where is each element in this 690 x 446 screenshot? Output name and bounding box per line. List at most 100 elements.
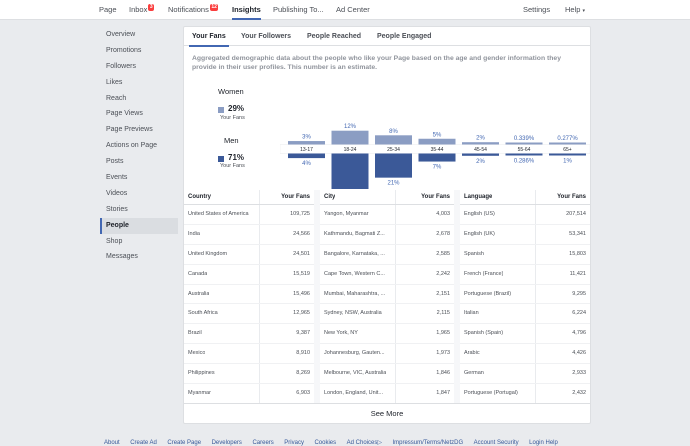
notifications-badge: 12 <box>209 4 219 11</box>
age-tick-label: 25-34 <box>387 147 400 153</box>
women-bar[interactable] <box>549 142 586 145</box>
men-bar[interactable] <box>505 153 543 156</box>
table-cell-name: Johannesburg, Gauten... <box>324 350 385 357</box>
legend-men-title: Men <box>224 136 239 145</box>
table-row: Brazil 9,387 <box>184 324 314 345</box>
men-value-label: 7% <box>433 165 442 171</box>
women-bar[interactable] <box>462 142 499 145</box>
table-cell-name: Bangalore, Karnataka, ... <box>324 250 385 257</box>
sidebar-item-posts[interactable]: Posts <box>106 158 124 166</box>
table-cell-name: Melbourne, VIC, Australia <box>324 370 387 377</box>
sidebar-item-likes[interactable]: Likes <box>106 78 123 86</box>
men-bar[interactable] <box>331 153 369 190</box>
table-row: Australia 15,496 <box>184 284 314 305</box>
nav-insights[interactable]: Insights <box>232 0 261 20</box>
legend-men-percent: 71% <box>228 153 245 162</box>
footer-link[interactable]: Create Page <box>167 440 202 446</box>
table-cell-name: Kathmandu, Bagmati Z... <box>324 230 385 237</box>
table-cell-name: Brazil <box>188 330 202 337</box>
table-row: Portuguese (Brazil) 9,295 <box>460 284 590 305</box>
sidebar-item-videos[interactable]: Videos <box>106 189 128 197</box>
men-value-label: 4% <box>302 161 311 167</box>
nav-help[interactable]: Help ▾ <box>565 0 585 20</box>
nav-ad-center-label: Ad Center <box>336 5 370 14</box>
men-bar[interactable] <box>549 153 586 156</box>
footer-link[interactable]: Account Security <box>473 440 519 446</box>
table-cell-value: 2,933 <box>572 370 586 377</box>
column-divider <box>535 284 536 304</box>
tab-your-fans[interactable]: Your Fans <box>189 27 229 47</box>
women-bar[interactable] <box>288 141 325 145</box>
footer-link[interactable]: Careers <box>252 440 274 446</box>
column-separator <box>454 190 460 403</box>
age-tick-label: 45-54 <box>474 147 487 153</box>
men-bar[interactable] <box>288 153 325 159</box>
sidebar-item-page-views[interactable]: Page Views <box>106 110 143 118</box>
column-divider <box>395 190 396 204</box>
table-cell-value: 109,725 <box>290 211 310 217</box>
footer-link[interactable]: Ad Choices▷ <box>346 440 382 446</box>
sidebar-item-followers[interactable]: Followers <box>106 62 136 70</box>
table-cell-name: India <box>188 230 200 237</box>
sidebar-item-shop[interactable]: Shop <box>106 237 123 245</box>
sidebar-item-promotions[interactable]: Promotions <box>106 46 142 54</box>
women-bar[interactable] <box>331 130 369 145</box>
footer-link[interactable]: About <box>104 440 120 446</box>
table-cell-value: 207,514 <box>566 211 586 217</box>
nav-ad-center[interactable]: Ad Center <box>336 0 370 20</box>
sidebar-item-reach[interactable]: Reach <box>106 94 127 102</box>
table-row: Sydney, NSW, Australia 2,115 <box>320 304 454 325</box>
table-row: Yangon, Myanmar 4,003 <box>320 205 454 225</box>
language-table: Language Your Fans English (US) 207,514 Engl… <box>460 190 590 404</box>
table-cell-name: United Kingdom <box>188 250 228 257</box>
nav-publishing-tools[interactable]: Publishing To... <box>273 0 324 20</box>
women-bar[interactable] <box>418 138 456 145</box>
country-table: Country Your Fans United States of America… <box>184 190 314 404</box>
nav-notifications[interactable]: Notifications 12 <box>168 0 219 20</box>
sidebar-item-stories[interactable]: Stories <box>106 205 128 213</box>
table-header: Country Your Fans <box>184 190 314 205</box>
sidebar-item-page-previews[interactable]: Page Previews <box>106 126 153 134</box>
sidebar-item-events[interactable]: Events <box>106 174 128 182</box>
column-divider <box>259 284 260 304</box>
sidebar-item-messages[interactable]: Messages <box>106 253 138 261</box>
tab-people-engaged[interactable]: People Engaged <box>377 33 432 40</box>
nav-settings[interactable]: Settings <box>523 0 550 20</box>
men-value-label: 0.286% <box>514 159 535 165</box>
nav-inbox[interactable]: Inbox 3 <box>129 0 155 20</box>
table-cell-name: Philippines <box>188 370 215 377</box>
legend-women-title: Women <box>218 87 244 96</box>
table-cell-value: 53,341 <box>569 230 586 237</box>
women-bar[interactable] <box>375 135 412 145</box>
footer-link[interactable]: Privacy <box>284 440 304 446</box>
sidebar-item-people[interactable]: People <box>100 217 178 234</box>
column-divider <box>535 244 536 264</box>
column-divider <box>259 384 260 403</box>
chevron-down-icon: ▾ <box>582 8 585 14</box>
legend-women-percent: 29% <box>228 104 245 113</box>
sidebar-item-actions-on-page[interactable]: Actions on Page <box>106 142 157 150</box>
table-row: South Africa 12,965 <box>184 304 314 325</box>
footer-link[interactable]: Create Ad <box>130 440 157 446</box>
table-cell-name: French (France) <box>464 270 504 277</box>
table-cell-name: German <box>464 370 484 377</box>
footer-link[interactable]: Impressum/Terms/NetzDG <box>392 440 464 446</box>
women-bar[interactable] <box>505 142 543 145</box>
legend-men-swatch <box>218 156 224 162</box>
nav-page[interactable]: Page <box>99 0 117 20</box>
table-row: Spanish (Spain) 4,796 <box>460 324 590 345</box>
footer-link[interactable]: Login Help <box>529 440 558 446</box>
see-more-button[interactable]: See More <box>184 403 590 423</box>
men-bar[interactable] <box>418 153 456 162</box>
tab-your-followers[interactable]: Your Followers <box>241 33 292 40</box>
men-bar[interactable] <box>462 153 499 156</box>
column-divider <box>259 244 260 264</box>
table-cell-name: English (UK) <box>464 230 495 237</box>
tab-people-reached[interactable]: People Reached <box>307 33 362 40</box>
footer-link[interactable]: Developers <box>211 440 242 446</box>
sidebar-item-overview[interactable]: Overview <box>106 31 136 38</box>
table-row: English (US) 207,514 <box>460 205 590 225</box>
footer-link[interactable]: Cookies <box>314 440 337 446</box>
men-value-label: 21% <box>387 181 400 187</box>
men-bar[interactable] <box>375 153 412 178</box>
